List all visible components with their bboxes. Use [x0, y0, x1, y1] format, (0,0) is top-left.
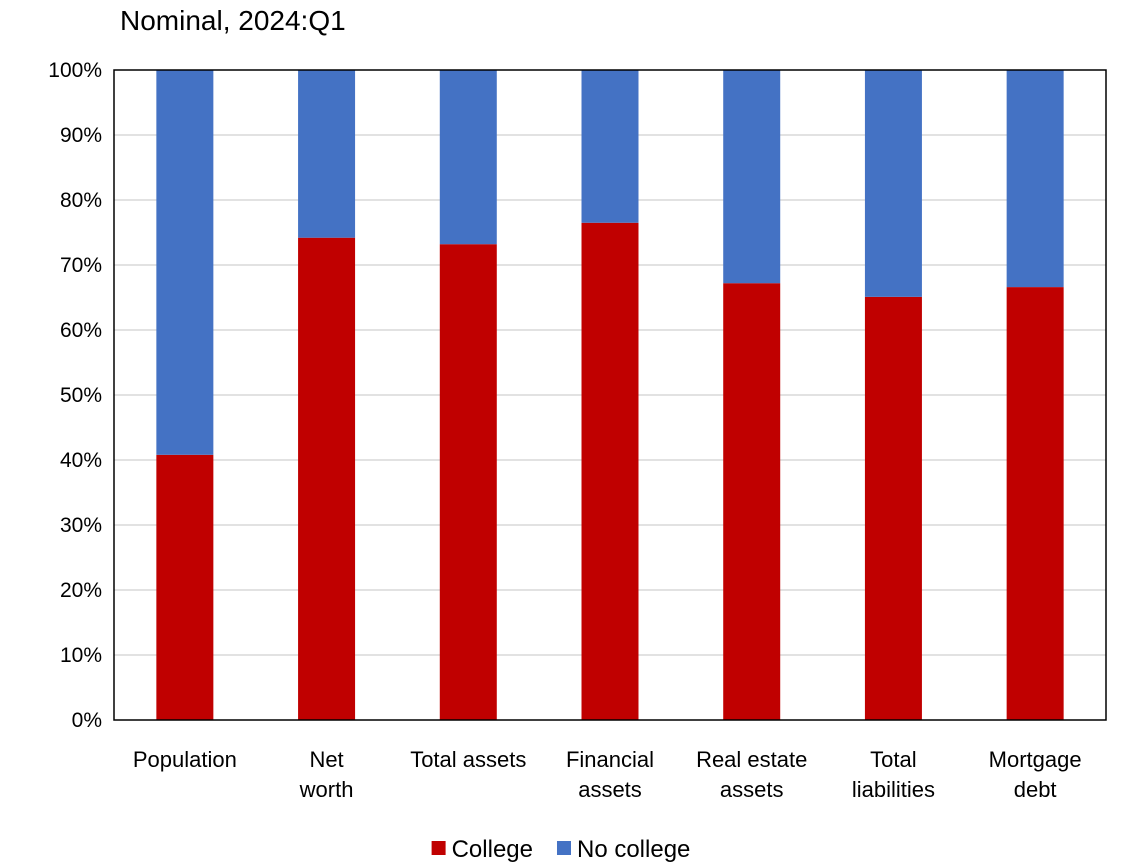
bar-college	[581, 222, 639, 720]
x-category-label: Total assets	[410, 747, 526, 772]
x-category-label: Population	[133, 747, 237, 772]
legend-swatch	[431, 841, 446, 855]
y-tick-label: 80%	[60, 189, 102, 212]
x-category-label-line: debt	[1014, 777, 1057, 802]
x-category-label-line: Mortgage	[989, 747, 1082, 772]
x-category-label-line: assets	[578, 777, 642, 802]
y-axis-tick-labels: 0% 10% 20% 30% 40% 50% 60% 70% 80% 90% 100%	[48, 59, 102, 732]
x-category-label-line: Total assets	[410, 747, 526, 772]
bar-college	[439, 244, 497, 720]
chart-subtitle: Nominal, 2024:Q1	[120, 5, 346, 36]
bar-no-college	[439, 70, 497, 245]
y-tick-label: 0%	[72, 709, 102, 732]
bar-no-college	[581, 70, 639, 223]
bar-no-college	[156, 70, 214, 455]
x-category-label-line: Real estate	[696, 747, 807, 772]
x-axis-category-labels: Population Net worth Total assets Financial a…	[133, 747, 1082, 802]
legend-label: College	[452, 836, 533, 863]
y-tick-label: 100%	[48, 59, 102, 82]
y-tick-label: 20%	[60, 579, 102, 602]
x-category-label-line: Financial	[566, 747, 654, 772]
y-tick-label: 10%	[60, 644, 102, 667]
bar-college	[298, 237, 356, 720]
y-tick-label: 40%	[60, 449, 102, 472]
x-category-label-line: liabilities	[852, 777, 935, 802]
y-tick-label: 60%	[60, 319, 102, 342]
bar-no-college	[1006, 70, 1064, 288]
y-tick-label: 70%	[60, 254, 102, 277]
legend-item-no-college: No college	[556, 836, 690, 863]
legend-item-college: College	[431, 836, 533, 863]
legend: College No college	[431, 836, 690, 863]
y-tick-label: 30%	[60, 514, 102, 537]
bars	[156, 70, 1064, 720]
x-category-label: Mortgage debt	[989, 747, 1082, 802]
legend-swatch	[556, 841, 571, 855]
y-tick-label: 90%	[60, 124, 102, 147]
x-category-label-line: Population	[133, 747, 237, 772]
legend-label: No college	[577, 836, 690, 863]
bar-college	[1006, 287, 1064, 720]
x-category-label-line: assets	[720, 777, 784, 802]
bar-no-college	[298, 70, 356, 238]
x-category-label: Total liabilities	[852, 747, 935, 802]
y-tick-label: 50%	[60, 384, 102, 407]
bar-no-college	[723, 70, 781, 284]
x-category-label-line: worth	[299, 777, 354, 802]
x-category-label-line: Net	[309, 747, 343, 772]
bar-college	[156, 454, 214, 720]
x-category-label-line: Total	[870, 747, 916, 772]
bar-no-college	[864, 70, 922, 297]
x-category-label: Financial assets	[566, 747, 654, 802]
bar-college	[864, 296, 922, 720]
x-category-label: Net worth	[299, 747, 354, 802]
bar-college	[723, 283, 781, 720]
x-category-label: Real estate assets	[696, 747, 807, 802]
plot-area-frame	[113, 69, 1107, 721]
